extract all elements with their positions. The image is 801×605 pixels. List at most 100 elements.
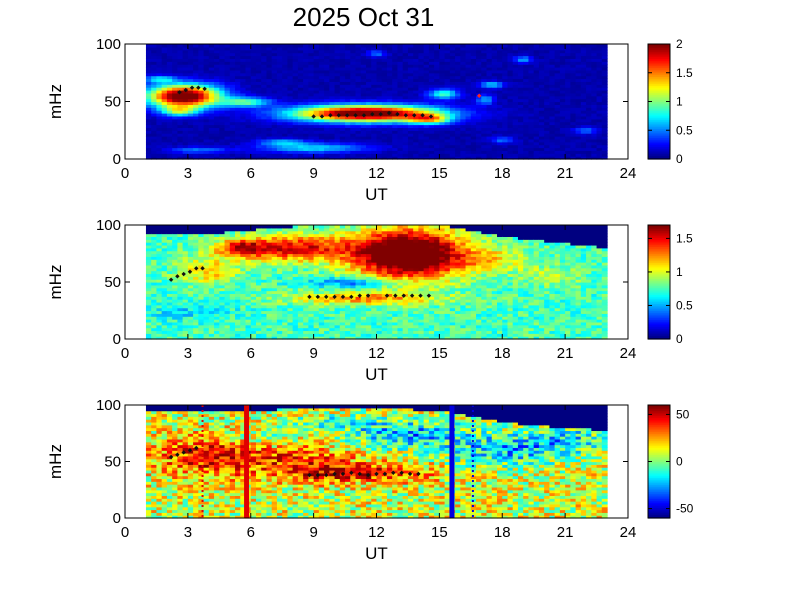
- heatmap-cell: [277, 44, 283, 47]
- heatmap-cell: [424, 44, 430, 47]
- heatmap-cell: [340, 44, 346, 47]
- heatmap-cell: [534, 44, 540, 47]
- heatmap-cell: [487, 44, 493, 47]
- heatmap-cell: [146, 44, 152, 47]
- heatmap-cell: [266, 44, 272, 47]
- x-tick-label: 15: [431, 165, 448, 182]
- heatmap-cells: [146, 225, 608, 340]
- heatmap-cell: [193, 225, 199, 228]
- heatmap-cell: [576, 44, 582, 47]
- heatmap-cell: [518, 44, 524, 47]
- heatmap-cell: [361, 44, 367, 47]
- y-axis-label: mHz: [46, 84, 65, 119]
- heatmap-cell: [591, 44, 597, 47]
- heatmap-cell: [188, 225, 194, 228]
- y-tick-label: 100: [96, 36, 121, 53]
- heatmap-cell: [230, 225, 236, 228]
- heatmap-cell: [408, 44, 414, 47]
- heatmap-cell: [513, 44, 519, 47]
- heatmap-cell: [214, 225, 220, 228]
- heatmap-cell: [256, 44, 262, 47]
- heatmap-cell: [528, 44, 534, 47]
- heatmap-cell: [507, 44, 513, 47]
- heatmap-cell: [272, 44, 278, 47]
- x-tick-label: 9: [309, 165, 317, 182]
- heatmap-cell: [251, 44, 257, 47]
- heatmap-cell: [319, 44, 325, 47]
- heatmap-cell: [314, 44, 320, 47]
- y-tick-label: 50: [104, 94, 121, 111]
- colorbar-tick-label: 1.5: [676, 66, 693, 80]
- heatmap-cell: [225, 225, 231, 228]
- heatmap-cell: [235, 44, 241, 47]
- heatmap-cell: [303, 225, 309, 228]
- heatmap-cell: [156, 225, 162, 228]
- heatmap-cell: [293, 44, 299, 47]
- heatmap-cell: [298, 225, 304, 228]
- heatmap-cell: [476, 44, 482, 47]
- heatmap-cell: [219, 44, 225, 47]
- heatmap-cell: [167, 44, 173, 47]
- heatmap-cell: [387, 44, 393, 47]
- heatmap-cell: [502, 44, 508, 47]
- heatmap-cell: [549, 44, 555, 47]
- heatmap-cell: [177, 225, 183, 228]
- heatmap-cell: [172, 225, 178, 228]
- heatmap-cell: [335, 44, 341, 47]
- heatmap-cell: [209, 44, 215, 47]
- heatmap-cell: [188, 44, 194, 47]
- heatmap-cell: [162, 44, 168, 47]
- heatmap-cell: [193, 44, 199, 47]
- heatmap-cell: [439, 44, 445, 47]
- heatmap-cell: [261, 44, 267, 47]
- y-tick-label: 0: [113, 151, 121, 168]
- heatmap-cell: [392, 44, 398, 47]
- heatmap-cell: [403, 44, 409, 47]
- heatmap-cell: [450, 44, 456, 47]
- heatmap-cell: [235, 225, 241, 228]
- heatmap-cell: [345, 44, 351, 47]
- x-tick-label: 21: [557, 165, 574, 182]
- heatmap-cell: [544, 44, 550, 47]
- heatmap-cell: [581, 44, 587, 47]
- heatmap-cell: [261, 225, 267, 228]
- heatmap-cell: [455, 44, 461, 47]
- x-tick-label: 3: [184, 165, 192, 182]
- heatmap-cell: [298, 44, 304, 47]
- heatmap-cell: [471, 44, 477, 47]
- heatmap-cell: [151, 225, 157, 228]
- heatmap-cell: [445, 44, 451, 47]
- heatmap-cell: [198, 44, 204, 47]
- heatmap-cell: [240, 225, 246, 228]
- heatmap-cell: [251, 225, 257, 228]
- x-tick-label: 0: [121, 165, 129, 182]
- heatmap-cell: [177, 44, 183, 47]
- heatmap-cell: [230, 44, 236, 47]
- heatmap-cell: [266, 225, 272, 228]
- heatmap-cell: [172, 44, 178, 47]
- heatmap-cell: [287, 225, 293, 228]
- x-tick-label: 24: [620, 165, 637, 182]
- colorbar-tick-label: 1: [676, 95, 683, 109]
- heatmap-cell: [214, 44, 220, 47]
- heatmap-cell: [377, 44, 383, 47]
- x-tick-label: 12: [368, 165, 385, 182]
- colorbar-tick-label: 0: [676, 152, 683, 166]
- heatmap-cell: [382, 44, 388, 47]
- heatmap-cell: [413, 44, 419, 47]
- heatmap-cell: [156, 44, 162, 47]
- heatmap-cell: [282, 44, 288, 47]
- heatmap-cell: [219, 225, 225, 228]
- heatmap-cell: [303, 44, 309, 47]
- heatmap-cell: [167, 225, 173, 228]
- heatmap-cells: [146, 44, 608, 160]
- heatmap-cell: [204, 225, 210, 228]
- heatmap-cell: [366, 44, 372, 47]
- heatmap-cell: [565, 44, 571, 47]
- x-axis-label: UT: [365, 185, 388, 204]
- heatmap-cell: [293, 225, 299, 228]
